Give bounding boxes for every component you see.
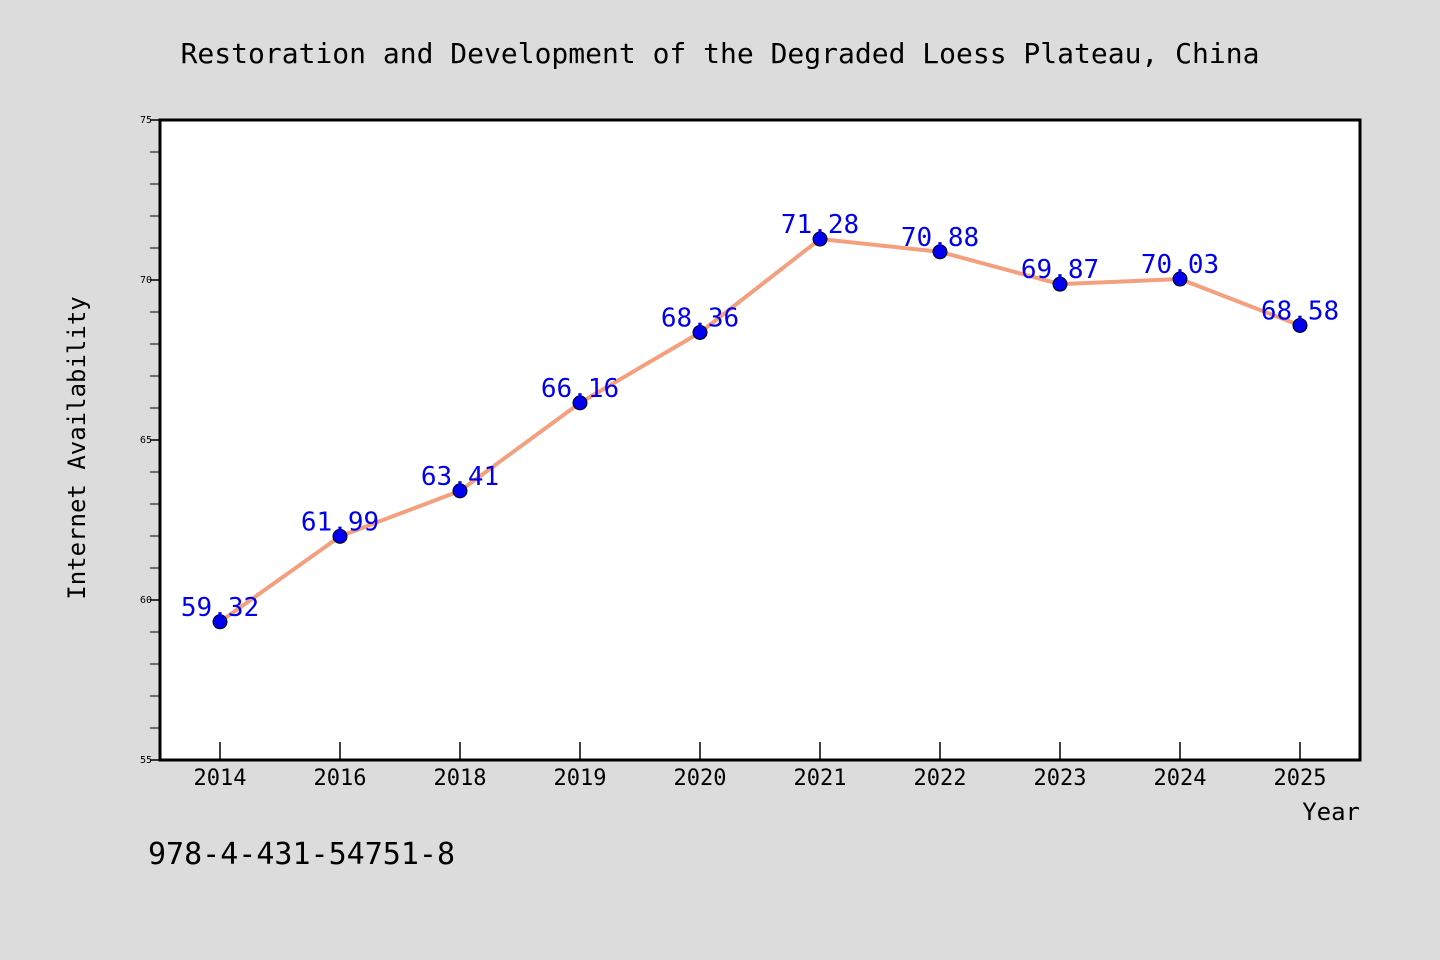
data-label: 61.99 [301, 507, 379, 537]
data-point [1172, 271, 1188, 287]
x-tick-label: 2023 [1034, 766, 1087, 791]
x-axis: 2014 2016 2018 2019 2020 2021 2022 2023 2024 2025 [194, 742, 1327, 791]
x-tick-label: 2024 [1154, 766, 1207, 791]
y-tick-label: 75 [140, 115, 152, 126]
data-label: 70.88 [901, 223, 979, 253]
x-axis-label: Year [1302, 798, 1360, 826]
data-point [572, 395, 588, 411]
plot-frame [158, 118, 1362, 762]
x-tick-label: 2019 [554, 766, 607, 791]
y-tick-label: 70 [140, 275, 152, 286]
data-label: 68.58 [1261, 296, 1339, 326]
data-point [692, 324, 708, 340]
data-labels: 59.32 61.99 63.41 66.16 68.36 71.28 70.88 69.87… [181, 210, 1339, 623]
isbn-text: 978-4-431-54751-8 [148, 837, 455, 872]
x-tick-label: 2020 [674, 766, 727, 791]
data-point [812, 231, 828, 247]
y-tick-label: 60 [140, 595, 152, 606]
data-point [452, 483, 468, 499]
data-point [212, 614, 228, 630]
x-tick-label: 2018 [434, 766, 487, 791]
data-label: 69.87 [1021, 255, 1099, 285]
data-point [932, 244, 948, 260]
data-label: 71.28 [781, 210, 859, 240]
y-axis-label: Internet Availability [63, 296, 91, 599]
data-label: 68.36 [661, 303, 739, 333]
data-label: 59.32 [181, 593, 259, 623]
data-label: 66.16 [541, 374, 619, 404]
data-point [1292, 317, 1308, 333]
series-line [218, 237, 1302, 624]
y-axis: 55 60 65 70 75 [140, 115, 160, 766]
series-layer [212, 231, 1308, 630]
x-tick-label: 2021 [794, 766, 847, 791]
x-tick-label: 2016 [314, 766, 367, 791]
x-tick-label: 2022 [914, 766, 967, 791]
data-point [332, 528, 348, 544]
x-tick-label: 2025 [1274, 766, 1327, 791]
y-tick-label: 65 [140, 435, 152, 446]
data-label: 63.41 [421, 462, 499, 492]
data-label: 70.03 [1141, 250, 1219, 280]
y-tick-label: 55 [140, 755, 152, 766]
data-point [1052, 276, 1068, 292]
chart-title: Restoration and Development of the Degra… [181, 37, 1260, 70]
x-tick-label: 2014 [194, 766, 247, 791]
plot-area [160, 120, 1360, 760]
